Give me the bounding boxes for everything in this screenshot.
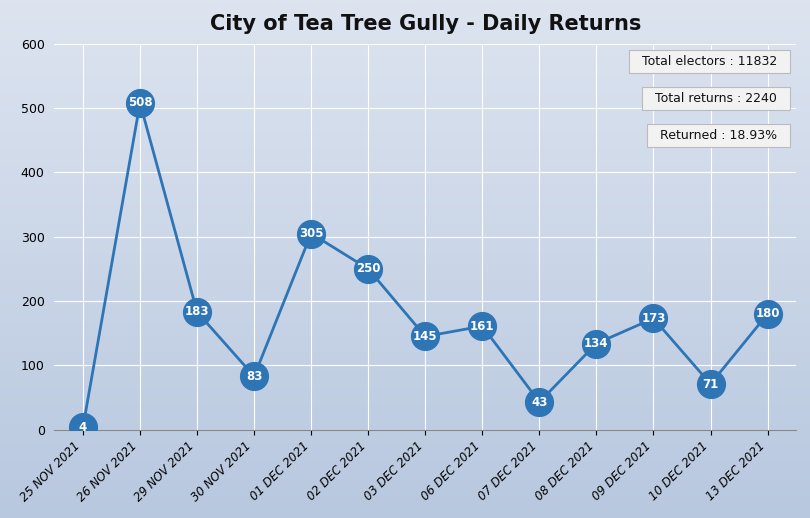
Text: Total electors : 11832: Total electors : 11832 xyxy=(633,55,785,68)
Text: 183: 183 xyxy=(185,306,209,319)
Text: 161: 161 xyxy=(470,320,495,333)
Text: 134: 134 xyxy=(584,337,608,350)
Text: 305: 305 xyxy=(299,227,323,240)
Text: 173: 173 xyxy=(642,312,666,325)
Text: Total returns : 2240: Total returns : 2240 xyxy=(647,92,785,105)
Text: 180: 180 xyxy=(756,307,780,321)
Text: 83: 83 xyxy=(246,370,262,383)
Text: 145: 145 xyxy=(413,330,437,343)
Text: 43: 43 xyxy=(531,396,548,409)
Title: City of Tea Tree Gully - Daily Returns: City of Tea Tree Gully - Daily Returns xyxy=(210,14,641,34)
Text: 250: 250 xyxy=(356,263,381,276)
Text: 508: 508 xyxy=(128,96,152,109)
Text: Returned : 18.93%: Returned : 18.93% xyxy=(652,128,785,142)
Text: 71: 71 xyxy=(702,378,718,391)
Text: 4: 4 xyxy=(79,421,87,434)
